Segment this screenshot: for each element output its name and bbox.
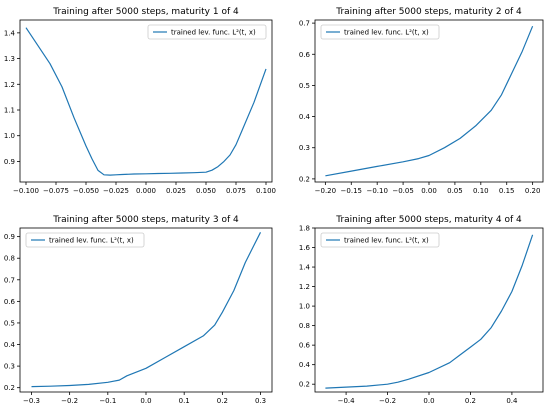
series-line	[325, 234, 534, 389]
x-tick-label: 0.025	[166, 187, 186, 195]
x-tick-label: −0.20	[315, 187, 336, 195]
x-tick-label: 0.2	[465, 397, 476, 405]
x-tick-label: −0.1	[99, 397, 116, 405]
y-tick-label: 1.6	[299, 244, 311, 252]
y-tick-label: 0.3	[299, 144, 310, 152]
legend: trained lev. func. L²(t, x)	[320, 232, 440, 248]
x-tick-label: −0.050	[73, 187, 99, 195]
subplot-title: Training after 5000 steps, maturity 3 of…	[52, 215, 239, 225]
axes-frame	[19, 227, 273, 393]
x-tick-label: −0.15	[341, 187, 362, 195]
axes-frame	[314, 19, 544, 183]
x-tick-label: 0.000	[136, 187, 156, 195]
y-tick-label: 1.3	[4, 55, 15, 63]
subplot-title: Training after 5000 steps, maturity 4 of…	[335, 215, 522, 225]
legend-label: trained lev. func. L²(t, x)	[49, 237, 134, 245]
series-line	[31, 232, 262, 388]
x-tick-label: 0.2	[217, 397, 228, 405]
x-tick-label: 0.075	[226, 187, 246, 195]
legend: trained lev. func. L²(t, x)	[147, 24, 267, 40]
y-tick-label: 0.9	[4, 158, 15, 166]
y-tick-label: 1.2	[299, 283, 310, 291]
x-tick-label: 0.050	[196, 187, 216, 195]
y-tick-label: 1.0	[4, 132, 15, 140]
subplot-title: Training after 5000 steps, maturity 1 of…	[52, 7, 239, 17]
legend-label: trained lev. func. L²(t, x)	[344, 29, 429, 37]
y-tick-label: 1.0	[299, 303, 310, 311]
x-tick-label: 0.100	[256, 187, 276, 195]
y-tick-label: 0.4	[299, 113, 311, 121]
y-tick-label: 0.8	[4, 255, 15, 263]
y-tick-label: 0.2	[299, 381, 310, 389]
x-tick-label: 0.3	[255, 397, 266, 405]
y-tick-label: 0.4	[4, 341, 16, 349]
y-tick-label: 0.2	[299, 175, 310, 183]
x-tick-label: 0.0	[423, 397, 434, 405]
subplot-1: Training after 5000 steps, maturity 1 of…	[4, 7, 276, 195]
y-tick-label: 0.7	[4, 276, 15, 284]
legend-label: trained lev. func. L²(t, x)	[171, 29, 256, 37]
y-tick-label: 0.5	[4, 319, 15, 327]
x-tick-label: −0.2	[379, 397, 396, 405]
x-tick-label: −0.3	[23, 397, 40, 405]
y-tick-label: 0.6	[299, 342, 311, 350]
x-tick-label: −0.10	[366, 187, 387, 195]
x-tick-label: −0.075	[43, 187, 69, 195]
legend-box	[147, 24, 267, 40]
legend-label: trained lev. func. L²(t, x)	[344, 237, 429, 245]
x-tick-label: 0.4	[506, 397, 518, 405]
subplot-4: Training after 5000 steps, maturity 4 of…	[299, 215, 544, 405]
series-line	[325, 25, 534, 177]
y-tick-label: 1.4	[299, 264, 311, 272]
subplot-2: Training after 5000 steps, maturity 2 of…	[299, 7, 544, 195]
axes-frame	[314, 227, 544, 393]
x-tick-label: 0.00	[421, 187, 437, 195]
y-tick-label: 0.9	[4, 233, 15, 241]
x-tick-label: −0.100	[13, 187, 39, 195]
y-tick-label: 1.1	[4, 107, 15, 115]
legend-box	[25, 232, 145, 248]
x-tick-label: 0.10	[473, 187, 489, 195]
axes-frame	[19, 19, 273, 183]
x-tick-label: −0.025	[103, 187, 129, 195]
x-tick-label: −0.4	[338, 397, 356, 405]
legend-box	[320, 232, 440, 248]
subplot-3: Training after 5000 steps, maturity 3 of…	[4, 215, 273, 405]
y-tick-label: 1.8	[299, 225, 310, 233]
x-tick-label: 0.20	[525, 187, 541, 195]
y-tick-label: 0.2	[4, 384, 15, 392]
x-tick-label: 0.05	[447, 187, 463, 195]
x-tick-label: −0.2	[61, 397, 78, 405]
legend-box	[320, 24, 440, 40]
subplot-title: Training after 5000 steps, maturity 2 of…	[335, 7, 522, 17]
y-tick-label: 0.6	[4, 298, 16, 306]
x-tick-label: 0.1	[179, 397, 190, 405]
legend: trained lev. func. L²(t, x)	[25, 232, 145, 248]
x-tick-label: 0.0	[140, 397, 151, 405]
x-tick-label: 0.15	[499, 187, 515, 195]
y-tick-label: 1.4	[4, 29, 16, 37]
y-tick-label: 0.3	[4, 363, 15, 371]
legend: trained lev. func. L²(t, x)	[320, 24, 440, 40]
y-tick-label: 0.6	[299, 51, 311, 59]
y-tick-label: 0.8	[299, 322, 310, 330]
y-tick-label: 1.2	[4, 81, 15, 89]
series-line	[25, 27, 267, 176]
y-tick-label: 0.7	[299, 20, 310, 28]
y-tick-label: 0.4	[299, 361, 311, 369]
x-tick-label: −0.05	[392, 187, 413, 195]
y-tick-label: 0.5	[299, 82, 310, 90]
